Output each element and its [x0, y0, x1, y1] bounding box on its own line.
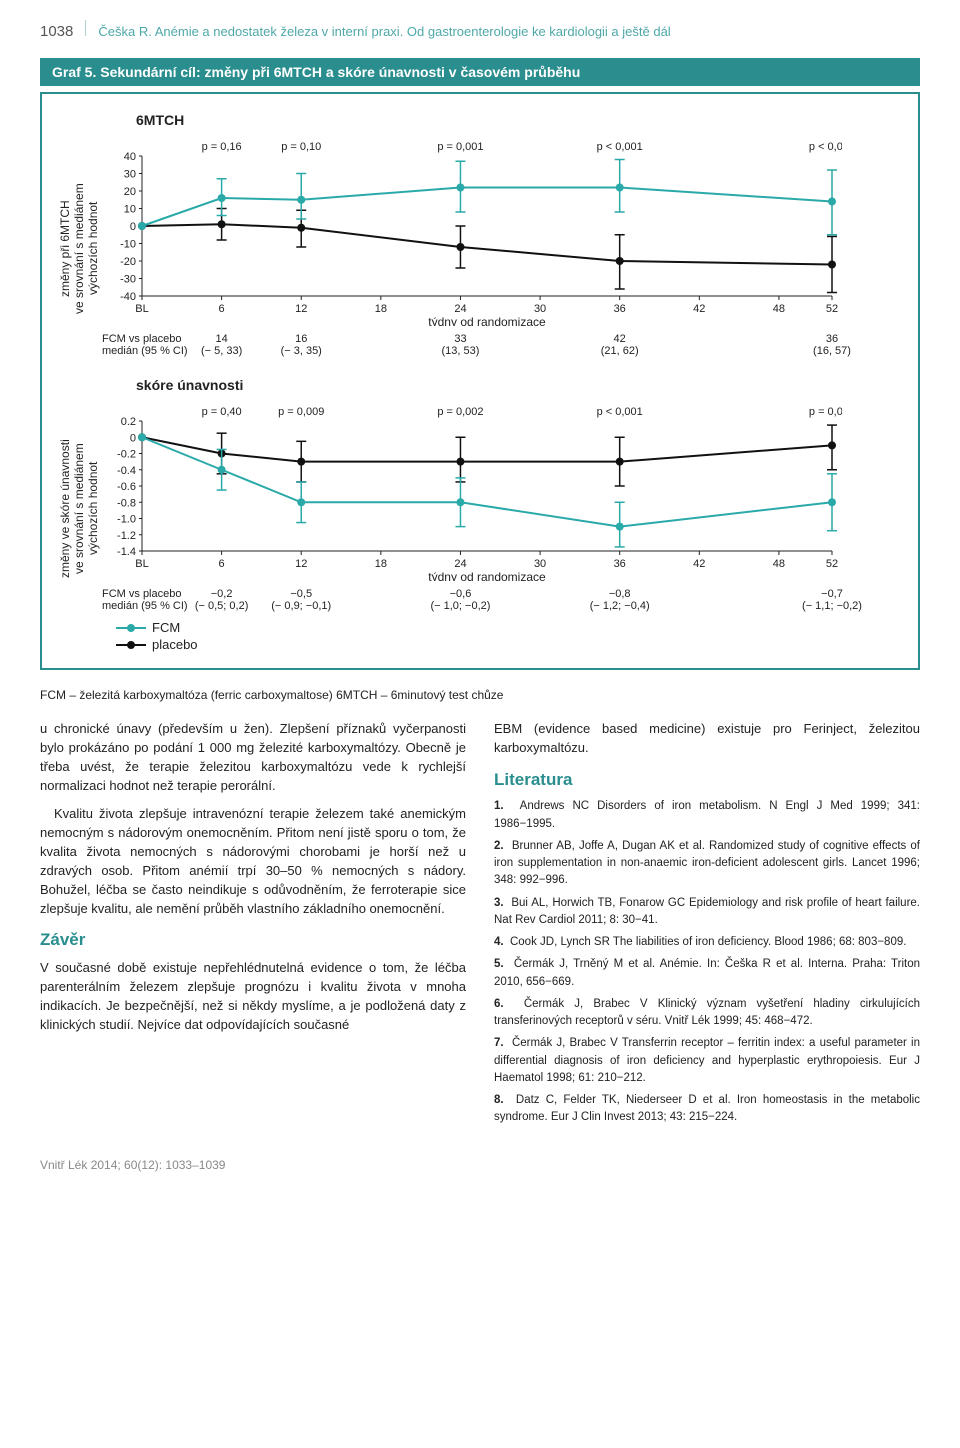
svg-text:-40: -40	[120, 291, 136, 303]
svg-text:0: 0	[130, 432, 136, 444]
reference-item: 6. Čermák J, Brabec V Klinický význam vy…	[494, 996, 920, 1031]
svg-text:24: 24	[454, 303, 466, 315]
chart2-ylabel: změny ve skóre únavnosti ve srovnání s m…	[56, 401, 102, 616]
svg-text:p = 0,001: p = 0,001	[437, 141, 483, 153]
reference-item: 4. Cook JD, Lynch SR The liabilities of …	[494, 934, 920, 951]
svg-text:20: 20	[124, 186, 136, 198]
svg-text:p = 0,002: p = 0,002	[437, 406, 483, 418]
svg-text:30: 30	[534, 303, 546, 315]
svg-text:42: 42	[693, 303, 705, 315]
svg-text:-1.0: -1.0	[117, 514, 136, 526]
figure-title-bar: Graf 5. Sekundární cíl: změny při 6MTCH …	[40, 58, 920, 86]
chart2-stats: FCM vs placebo medián (95 % CI) −0,2(− 0…	[102, 588, 904, 616]
svg-text:36: 36	[614, 303, 626, 315]
svg-text:týdny od randomizace: týdny od randomizace	[428, 315, 546, 326]
running-title: Češka R. Anémie a nedostatek železa v in…	[98, 24, 670, 39]
legend-fcm: FCM	[116, 620, 904, 635]
svg-text:30: 30	[124, 169, 136, 181]
svg-text:-30: -30	[120, 274, 136, 286]
svg-text:30: 30	[534, 558, 546, 570]
chart1-ylabel: změny při 6MTCH ve srovnání s mediánem v…	[56, 136, 102, 361]
footer-citation: Vnitř Lék 2014; 60(12): 1033–1039	[40, 1158, 920, 1172]
svg-text:týdny od randomizace: týdny od randomizace	[428, 570, 546, 581]
reference-item: 7. Čermák J, Brabec V Transferrin recept…	[494, 1035, 920, 1087]
chart2-row: změny ve skóre únavnosti ve srovnání s m…	[56, 401, 904, 616]
svg-text:24: 24	[454, 558, 466, 570]
para: Kvalitu života zlepšuje intravenózní ter…	[40, 805, 466, 918]
svg-text:p = 0,40: p = 0,40	[202, 406, 242, 418]
heading-literature: Literatura	[494, 768, 920, 793]
chart1-title: 6MTCH	[136, 112, 904, 128]
references-list: 1. Andrews NC Disorders of iron metaboli…	[494, 798, 920, 1126]
col-right: EBM (evidence based medicine) existuje p…	[494, 720, 920, 1132]
svg-text:-10: -10	[120, 239, 136, 251]
legend-fcm-icon	[116, 623, 146, 633]
svg-text:0: 0	[130, 221, 136, 233]
svg-text:12: 12	[295, 558, 307, 570]
svg-text:-1.4: -1.4	[117, 546, 136, 558]
chart1-stats: FCM vs placebo medián (95 % CI) 14(− 5, …	[102, 333, 904, 361]
svg-text:10: 10	[124, 204, 136, 216]
para: u chronické únavy (především u žen). Zle…	[40, 720, 466, 795]
svg-text:BL: BL	[135, 558, 148, 570]
chart1-svg: 40 30 20 10 0 -10 -20 -30 -40BL 6 12 18 24 30 36 42 48 52…	[102, 136, 842, 326]
body-columns: u chronické únavy (především u žen). Zle…	[40, 720, 920, 1132]
svg-text:0.2: 0.2	[121, 416, 136, 428]
legend-placebo-icon	[116, 640, 146, 650]
svg-text:6: 6	[219, 303, 225, 315]
svg-text:BL: BL	[135, 303, 148, 315]
svg-text:-1.2: -1.2	[117, 530, 136, 542]
svg-text:p < 0,001: p < 0,001	[809, 141, 842, 153]
svg-text:18: 18	[375, 558, 387, 570]
legend: FCM placebo	[116, 620, 904, 652]
chart2-svg: 0.2 0 -0.2 -0.4 -0.6 -0.8 -1.0 -1.2 -1.4BL 6 12 18 2…	[102, 401, 842, 581]
svg-text:p = 0,10: p = 0,10	[281, 141, 321, 153]
reference-item: 3. Bui AL, Horwich TB, Fonarow GC Epidem…	[494, 895, 920, 930]
figure-caption: FCM – železitá karboxymaltóza (ferric ca…	[40, 688, 920, 702]
svg-text:p = 0,002: p = 0,002	[809, 406, 842, 418]
chart2-title: skóre únavnosti	[136, 377, 904, 393]
svg-text:48: 48	[773, 558, 785, 570]
col-left: u chronické únavy (především u žen). Zle…	[40, 720, 466, 1132]
reference-item: 8. Datz C, Felder TK, Niederseer D et al…	[494, 1092, 920, 1127]
svg-text:36: 36	[614, 558, 626, 570]
svg-text:-0.6: -0.6	[117, 481, 136, 493]
legend-placebo-label: placebo	[152, 637, 198, 652]
svg-text:12: 12	[295, 303, 307, 315]
svg-text:18: 18	[375, 303, 387, 315]
reference-item: 5. Čermák J, Trněný M et al. Anémie. In:…	[494, 956, 920, 991]
heading-conclusion: Závěr	[40, 928, 466, 953]
svg-text:52: 52	[826, 558, 838, 570]
svg-text:p = 0,009: p = 0,009	[278, 406, 324, 418]
figure-box: 6MTCH změny při 6MTCH ve srovnání s medi…	[40, 92, 920, 670]
legend-fcm-label: FCM	[152, 620, 180, 635]
page-header: 1038 Češka R. Anémie a nedostatek železa…	[40, 20, 920, 40]
svg-text:48: 48	[773, 303, 785, 315]
divider-icon	[85, 20, 86, 36]
svg-text:52: 52	[826, 303, 838, 315]
svg-text:-0.8: -0.8	[117, 497, 136, 509]
svg-text:-0.2: -0.2	[117, 449, 136, 461]
svg-text:6: 6	[219, 558, 225, 570]
svg-text:p < 0,001: p < 0,001	[597, 406, 643, 418]
page-number: 1038	[40, 23, 73, 40]
para: V současné době existuje nepřehlédnuteln…	[40, 959, 466, 1034]
svg-text:p < 0,001: p < 0,001	[597, 141, 643, 153]
svg-text:-0.4: -0.4	[117, 465, 136, 477]
para: EBM (evidence based medicine) existuje p…	[494, 720, 920, 758]
reference-item: 2. Brunner AB, Joffe A, Dugan AK et al. …	[494, 838, 920, 890]
svg-text:-20: -20	[120, 256, 136, 268]
legend-placebo: placebo	[116, 637, 904, 652]
svg-text:p = 0,16: p = 0,16	[202, 141, 242, 153]
svg-text:42: 42	[693, 558, 705, 570]
chart1-row: změny při 6MTCH ve srovnání s mediánem v…	[56, 136, 904, 361]
svg-text:40: 40	[124, 151, 136, 163]
reference-item: 1. Andrews NC Disorders of iron metaboli…	[494, 798, 920, 833]
